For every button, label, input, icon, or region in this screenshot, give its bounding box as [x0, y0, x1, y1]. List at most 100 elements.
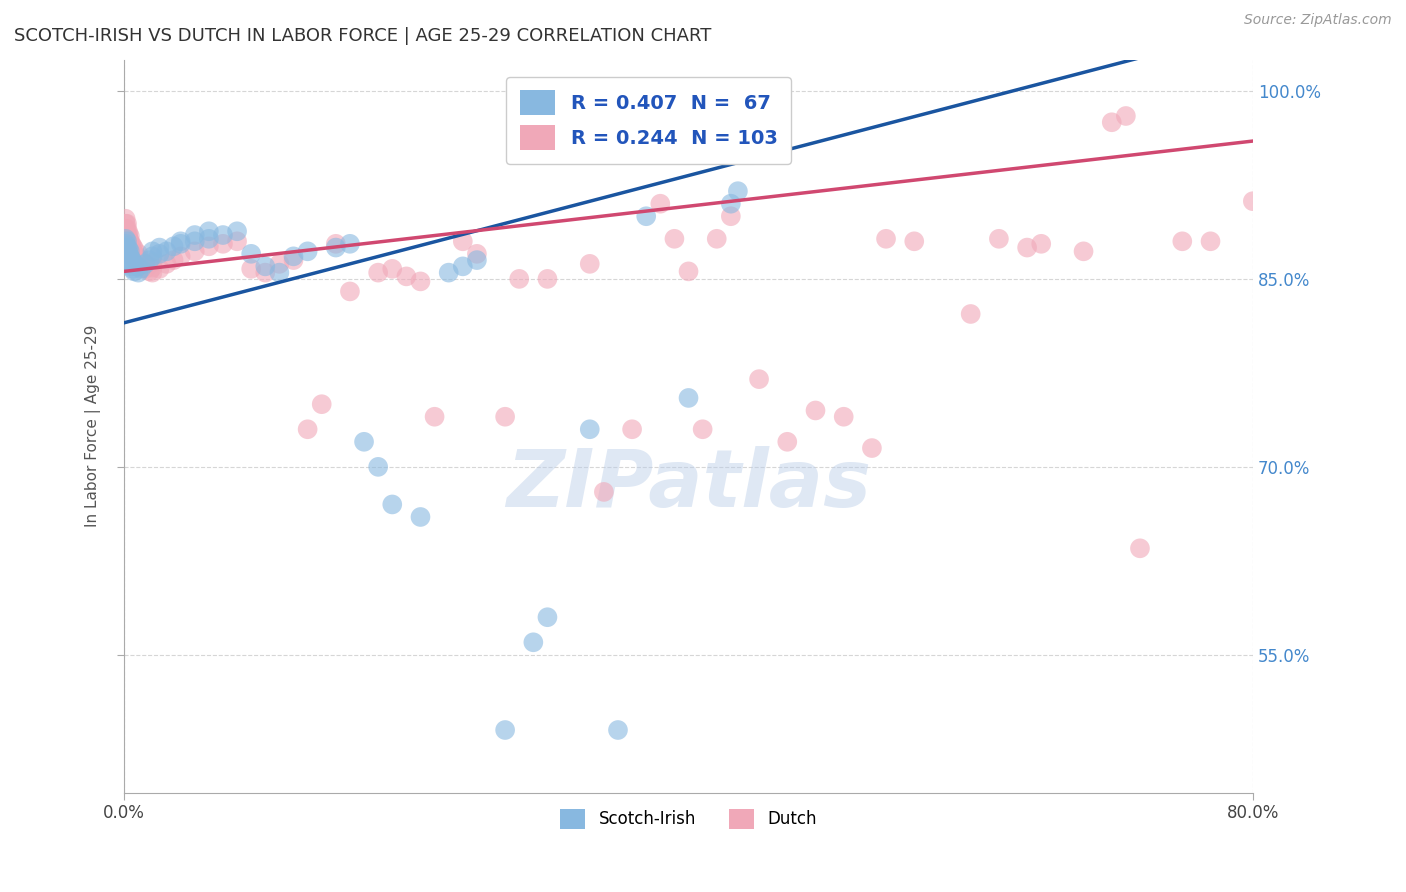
Point [269, 257, 291, 271]
Point [114, 217, 136, 231]
Point [127, 247, 149, 261]
Point [114, 221, 136, 235]
Point [1129, 541, 1152, 556]
Point [226, 224, 249, 238]
Point [127, 257, 149, 271]
Point [148, 247, 170, 261]
Point [678, 391, 700, 405]
Y-axis label: In Labor Force | Age 25-29: In Labor Force | Age 25-29 [86, 325, 101, 527]
Point [776, 434, 799, 449]
Point [118, 257, 141, 271]
Point [367, 459, 389, 474]
Point [115, 243, 138, 257]
Point [650, 196, 672, 211]
Point [115, 236, 138, 251]
Point [120, 242, 142, 256]
Point [114, 241, 136, 255]
Point [184, 244, 207, 259]
Point [987, 232, 1010, 246]
Point [115, 235, 138, 249]
Point [578, 257, 600, 271]
Point [118, 249, 141, 263]
Point [117, 253, 139, 268]
Point [122, 242, 145, 256]
Point [120, 260, 142, 274]
Point [118, 244, 141, 259]
Point [226, 235, 249, 249]
Point [118, 229, 141, 244]
Point [115, 217, 138, 231]
Point [353, 434, 375, 449]
Point [115, 232, 138, 246]
Point [367, 266, 389, 280]
Point [1199, 235, 1222, 249]
Point [727, 184, 749, 198]
Point [465, 253, 488, 268]
Point [550, 115, 572, 129]
Point [148, 261, 170, 276]
Point [127, 266, 149, 280]
Point [114, 227, 136, 241]
Point [409, 274, 432, 288]
Point [118, 239, 141, 253]
Point [381, 498, 404, 512]
Point [127, 260, 149, 274]
Point [141, 249, 163, 263]
Point [115, 239, 138, 253]
Point [240, 261, 263, 276]
Point [117, 242, 139, 256]
Point [138, 253, 160, 268]
Point [120, 236, 142, 251]
Point [117, 241, 139, 255]
Point [125, 249, 148, 263]
Point [437, 266, 460, 280]
Point [339, 285, 361, 299]
Point [212, 236, 235, 251]
Point [122, 247, 145, 261]
Point [121, 239, 143, 253]
Point [522, 635, 544, 649]
Point [381, 261, 404, 276]
Point [804, 403, 827, 417]
Point [557, 109, 579, 123]
Point [607, 723, 630, 737]
Point [1241, 194, 1264, 209]
Point [720, 196, 742, 211]
Point [451, 235, 474, 249]
Point [117, 247, 139, 261]
Point [664, 232, 686, 246]
Point [138, 264, 160, 278]
Point [122, 264, 145, 278]
Point [121, 261, 143, 276]
Point [283, 253, 305, 268]
Point [121, 254, 143, 268]
Point [198, 224, 221, 238]
Point [155, 257, 177, 271]
Point [114, 236, 136, 251]
Point [557, 109, 579, 123]
Point [141, 266, 163, 280]
Point [269, 266, 291, 280]
Point [465, 247, 488, 261]
Point [115, 227, 138, 241]
Point [1115, 109, 1137, 123]
Point [636, 209, 658, 223]
Point [748, 372, 770, 386]
Point [122, 252, 145, 266]
Point [115, 249, 138, 263]
Point [141, 255, 163, 269]
Point [162, 253, 184, 268]
Legend: Scotch-Irish, Dutch: Scotch-Irish, Dutch [554, 802, 824, 836]
Point [409, 510, 432, 524]
Point [114, 211, 136, 226]
Point [860, 441, 883, 455]
Point [297, 244, 319, 259]
Point [117, 226, 139, 240]
Point [1171, 235, 1194, 249]
Text: ZIPatlas: ZIPatlas [506, 446, 872, 524]
Point [124, 253, 146, 268]
Point [127, 252, 149, 266]
Point [254, 266, 277, 280]
Point [121, 244, 143, 259]
Point [1031, 236, 1053, 251]
